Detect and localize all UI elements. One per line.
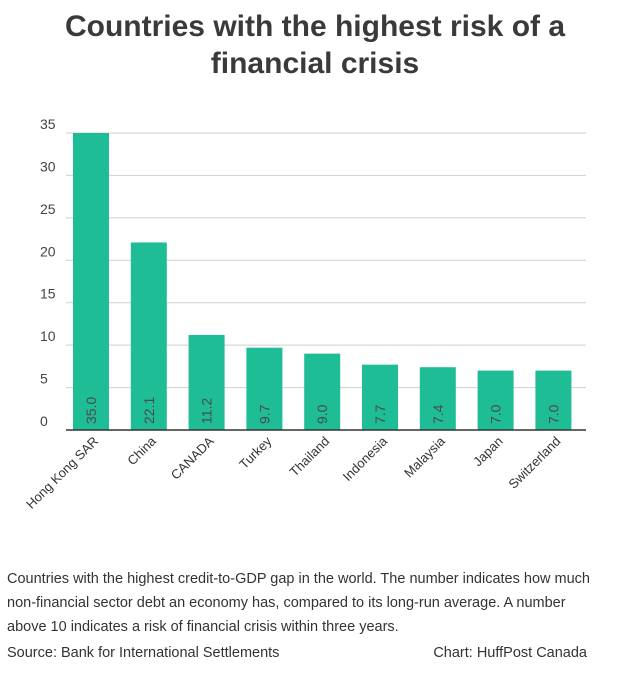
y-axis-tick-labels: 0 5 10 15 20 25 30 35	[40, 116, 56, 429]
bar	[419, 367, 456, 430]
chart-title: Countries with the highest risk of a fin…	[0, 8, 630, 82]
bar	[362, 364, 398, 430]
bar	[535, 370, 572, 430]
bars	[73, 133, 572, 430]
category-label: Indonesia	[340, 433, 391, 484]
bar	[477, 370, 514, 430]
data-label: 7.0	[488, 404, 504, 424]
category-label: Turkey	[236, 433, 275, 472]
category-label: Switzerland	[505, 434, 563, 492]
source-text: Source: Bank for International Settlemen…	[7, 645, 280, 661]
data-label: 9.0	[314, 404, 330, 424]
bar	[188, 334, 225, 430]
y-tick-label: 15	[40, 286, 56, 302]
data-label: 7.0	[545, 404, 561, 424]
bar	[304, 353, 341, 430]
chart-title-line-1: Countries with the highest risk of a	[64, 10, 566, 43]
data-label: 9.7	[256, 404, 272, 424]
credit-text: Chart: HuffPost Canada	[433, 645, 587, 661]
category-label: Hong Kong SAR	[23, 434, 101, 512]
data-label: 22.1	[141, 397, 157, 424]
category-label: CANADA	[168, 433, 217, 482]
y-tick-label: 0	[40, 413, 48, 429]
y-tick-label: 35	[40, 116, 56, 132]
y-tick-label: 20	[40, 243, 56, 259]
data-label: 7.4	[430, 404, 446, 424]
y-tick-label: 30	[40, 158, 56, 174]
bar	[73, 133, 109, 430]
y-tick-label: 5	[40, 371, 48, 387]
data-label: 7.7	[372, 404, 388, 424]
y-tick-label: 25	[40, 201, 56, 217]
category-label: Japan	[470, 434, 506, 470]
chart-note: Countries with the highest credit-to-GDP…	[7, 571, 590, 635]
data-label: 11.2	[199, 398, 215, 424]
bar	[246, 347, 283, 430]
category-label: China	[124, 433, 159, 468]
category-label: Thailand	[286, 434, 332, 480]
chart-title-line-2: financial crisis	[210, 47, 420, 80]
x-axis-category-labels: Hong Kong SAR China CANADA Turkey Thailand In…	[23, 433, 563, 512]
bar	[130, 242, 167, 430]
data-label: 35.0	[83, 397, 99, 424]
bar-chart: 0 5 10 15 20 25 30 35 35.0 22.1 11.2 9.7 9.0 7.7 7.4 7…	[23, 116, 586, 512]
category-label: Malaysia	[401, 433, 448, 480]
y-tick-label: 10	[40, 328, 56, 344]
data-labels: 35.0 22.1 11.2 9.7 9.0 7.7 7.4 7.0 7.0	[83, 397, 561, 424]
